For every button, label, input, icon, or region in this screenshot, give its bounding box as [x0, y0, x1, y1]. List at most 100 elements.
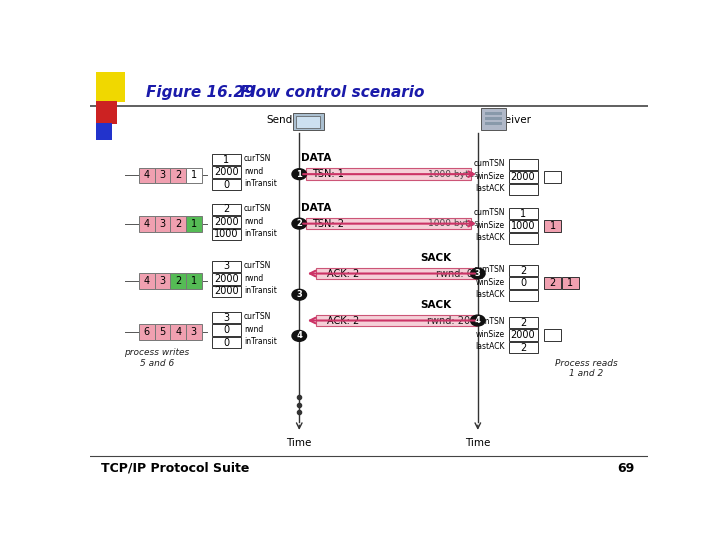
Text: rwnd: rwnd	[244, 325, 264, 334]
Text: 2: 2	[175, 275, 181, 286]
Text: 5: 5	[159, 327, 166, 337]
Text: 3: 3	[191, 327, 197, 337]
Text: 1: 1	[549, 221, 556, 231]
Text: 2: 2	[520, 342, 526, 353]
Bar	[212, 286, 240, 297]
Bar	[96, 72, 125, 102]
Text: 0: 0	[520, 278, 526, 288]
Text: Time: Time	[287, 438, 312, 448]
Bar	[212, 228, 240, 240]
Text: DATA: DATA	[301, 203, 331, 213]
Bar	[139, 167, 155, 183]
Text: Sender: Sender	[267, 114, 304, 125]
Bar	[316, 315, 477, 326]
Text: 2000: 2000	[214, 274, 238, 284]
Text: rwnd: rwnd	[244, 167, 264, 176]
Text: 4: 4	[475, 316, 481, 325]
Text: cumTSN: cumTSN	[474, 318, 505, 326]
Text: lastACK: lastACK	[476, 290, 505, 299]
Bar	[508, 159, 538, 171]
Text: 2000: 2000	[214, 217, 238, 227]
Text: 1000: 1000	[510, 221, 535, 231]
Bar	[544, 171, 561, 183]
Bar	[508, 290, 538, 301]
FancyBboxPatch shape	[481, 109, 505, 130]
Text: 1: 1	[191, 275, 197, 286]
Bar	[508, 184, 538, 195]
Bar	[186, 324, 202, 340]
Bar	[212, 204, 240, 215]
Text: Figure 16.29: Figure 16.29	[145, 85, 255, 100]
Text: 2000: 2000	[214, 286, 238, 296]
Text: 0: 0	[223, 338, 229, 348]
Text: Receiver: Receiver	[486, 114, 531, 125]
Text: winSize: winSize	[476, 330, 505, 339]
Bar	[171, 324, 186, 340]
Text: 2: 2	[175, 171, 181, 180]
Text: 2000: 2000	[510, 172, 536, 182]
Text: Process reads
1 and 2: Process reads 1 and 2	[555, 359, 618, 378]
Text: 2: 2	[549, 278, 556, 288]
Bar	[316, 268, 477, 279]
Bar	[212, 261, 240, 272]
Text: 1: 1	[191, 171, 197, 180]
Bar	[155, 216, 171, 232]
Text: 3: 3	[475, 269, 481, 278]
Text: 1000: 1000	[214, 230, 238, 239]
Text: rwnd: rwnd	[244, 274, 264, 282]
Bar	[508, 317, 538, 328]
Text: DATA: DATA	[301, 153, 331, 164]
Circle shape	[471, 315, 485, 326]
Text: 2: 2	[223, 205, 229, 214]
Bar	[171, 167, 186, 183]
Bar	[544, 277, 561, 289]
Text: rwnd: rwnd	[244, 217, 264, 226]
Text: inTransit: inTransit	[244, 286, 277, 295]
Bar	[139, 324, 155, 340]
Text: curTSN: curTSN	[244, 312, 271, 321]
Bar	[508, 208, 538, 219]
Bar	[212, 216, 240, 228]
Text: rwnd: 2000: rwnd: 2000	[427, 315, 482, 326]
Bar	[508, 233, 538, 245]
Bar	[171, 216, 186, 232]
Text: 1: 1	[223, 154, 229, 165]
Text: TSN: 2: TSN: 2	[312, 219, 344, 228]
Text: 2: 2	[175, 219, 181, 229]
Text: inTransit: inTransit	[244, 337, 277, 346]
Bar	[139, 216, 155, 232]
Text: 3: 3	[223, 261, 229, 272]
Text: 4: 4	[144, 275, 150, 286]
Bar	[96, 123, 112, 140]
Text: 2000: 2000	[214, 167, 238, 177]
Text: TCP/IP Protocol Suite: TCP/IP Protocol Suite	[101, 462, 250, 475]
Bar	[155, 273, 171, 288]
Bar	[508, 277, 538, 289]
Bar	[212, 154, 240, 165]
Text: 3: 3	[159, 219, 166, 229]
Bar	[212, 166, 240, 178]
Text: winSize: winSize	[476, 278, 505, 287]
Circle shape	[471, 268, 485, 279]
Bar	[508, 171, 538, 183]
Text: 1000 bytes: 1000 bytes	[428, 219, 480, 228]
Text: 1000 bytes: 1000 bytes	[428, 170, 480, 179]
Bar	[155, 167, 171, 183]
Text: Flow control scenario: Flow control scenario	[240, 85, 424, 100]
Text: 2: 2	[297, 219, 302, 228]
Text: 2000: 2000	[510, 330, 536, 340]
Bar	[212, 273, 240, 285]
Text: inTransit: inTransit	[244, 179, 277, 188]
Bar	[485, 122, 503, 125]
Text: cumTSN: cumTSN	[474, 265, 505, 274]
Bar	[155, 324, 171, 340]
Text: lastACK: lastACK	[476, 184, 505, 193]
Text: cumTSN: cumTSN	[474, 208, 505, 217]
Text: lastACK: lastACK	[476, 342, 505, 351]
Bar	[212, 324, 240, 336]
Text: SACK: SACK	[420, 253, 451, 263]
Text: 3: 3	[159, 171, 166, 180]
Circle shape	[292, 289, 307, 300]
Text: 3: 3	[297, 290, 302, 299]
FancyBboxPatch shape	[292, 113, 324, 130]
